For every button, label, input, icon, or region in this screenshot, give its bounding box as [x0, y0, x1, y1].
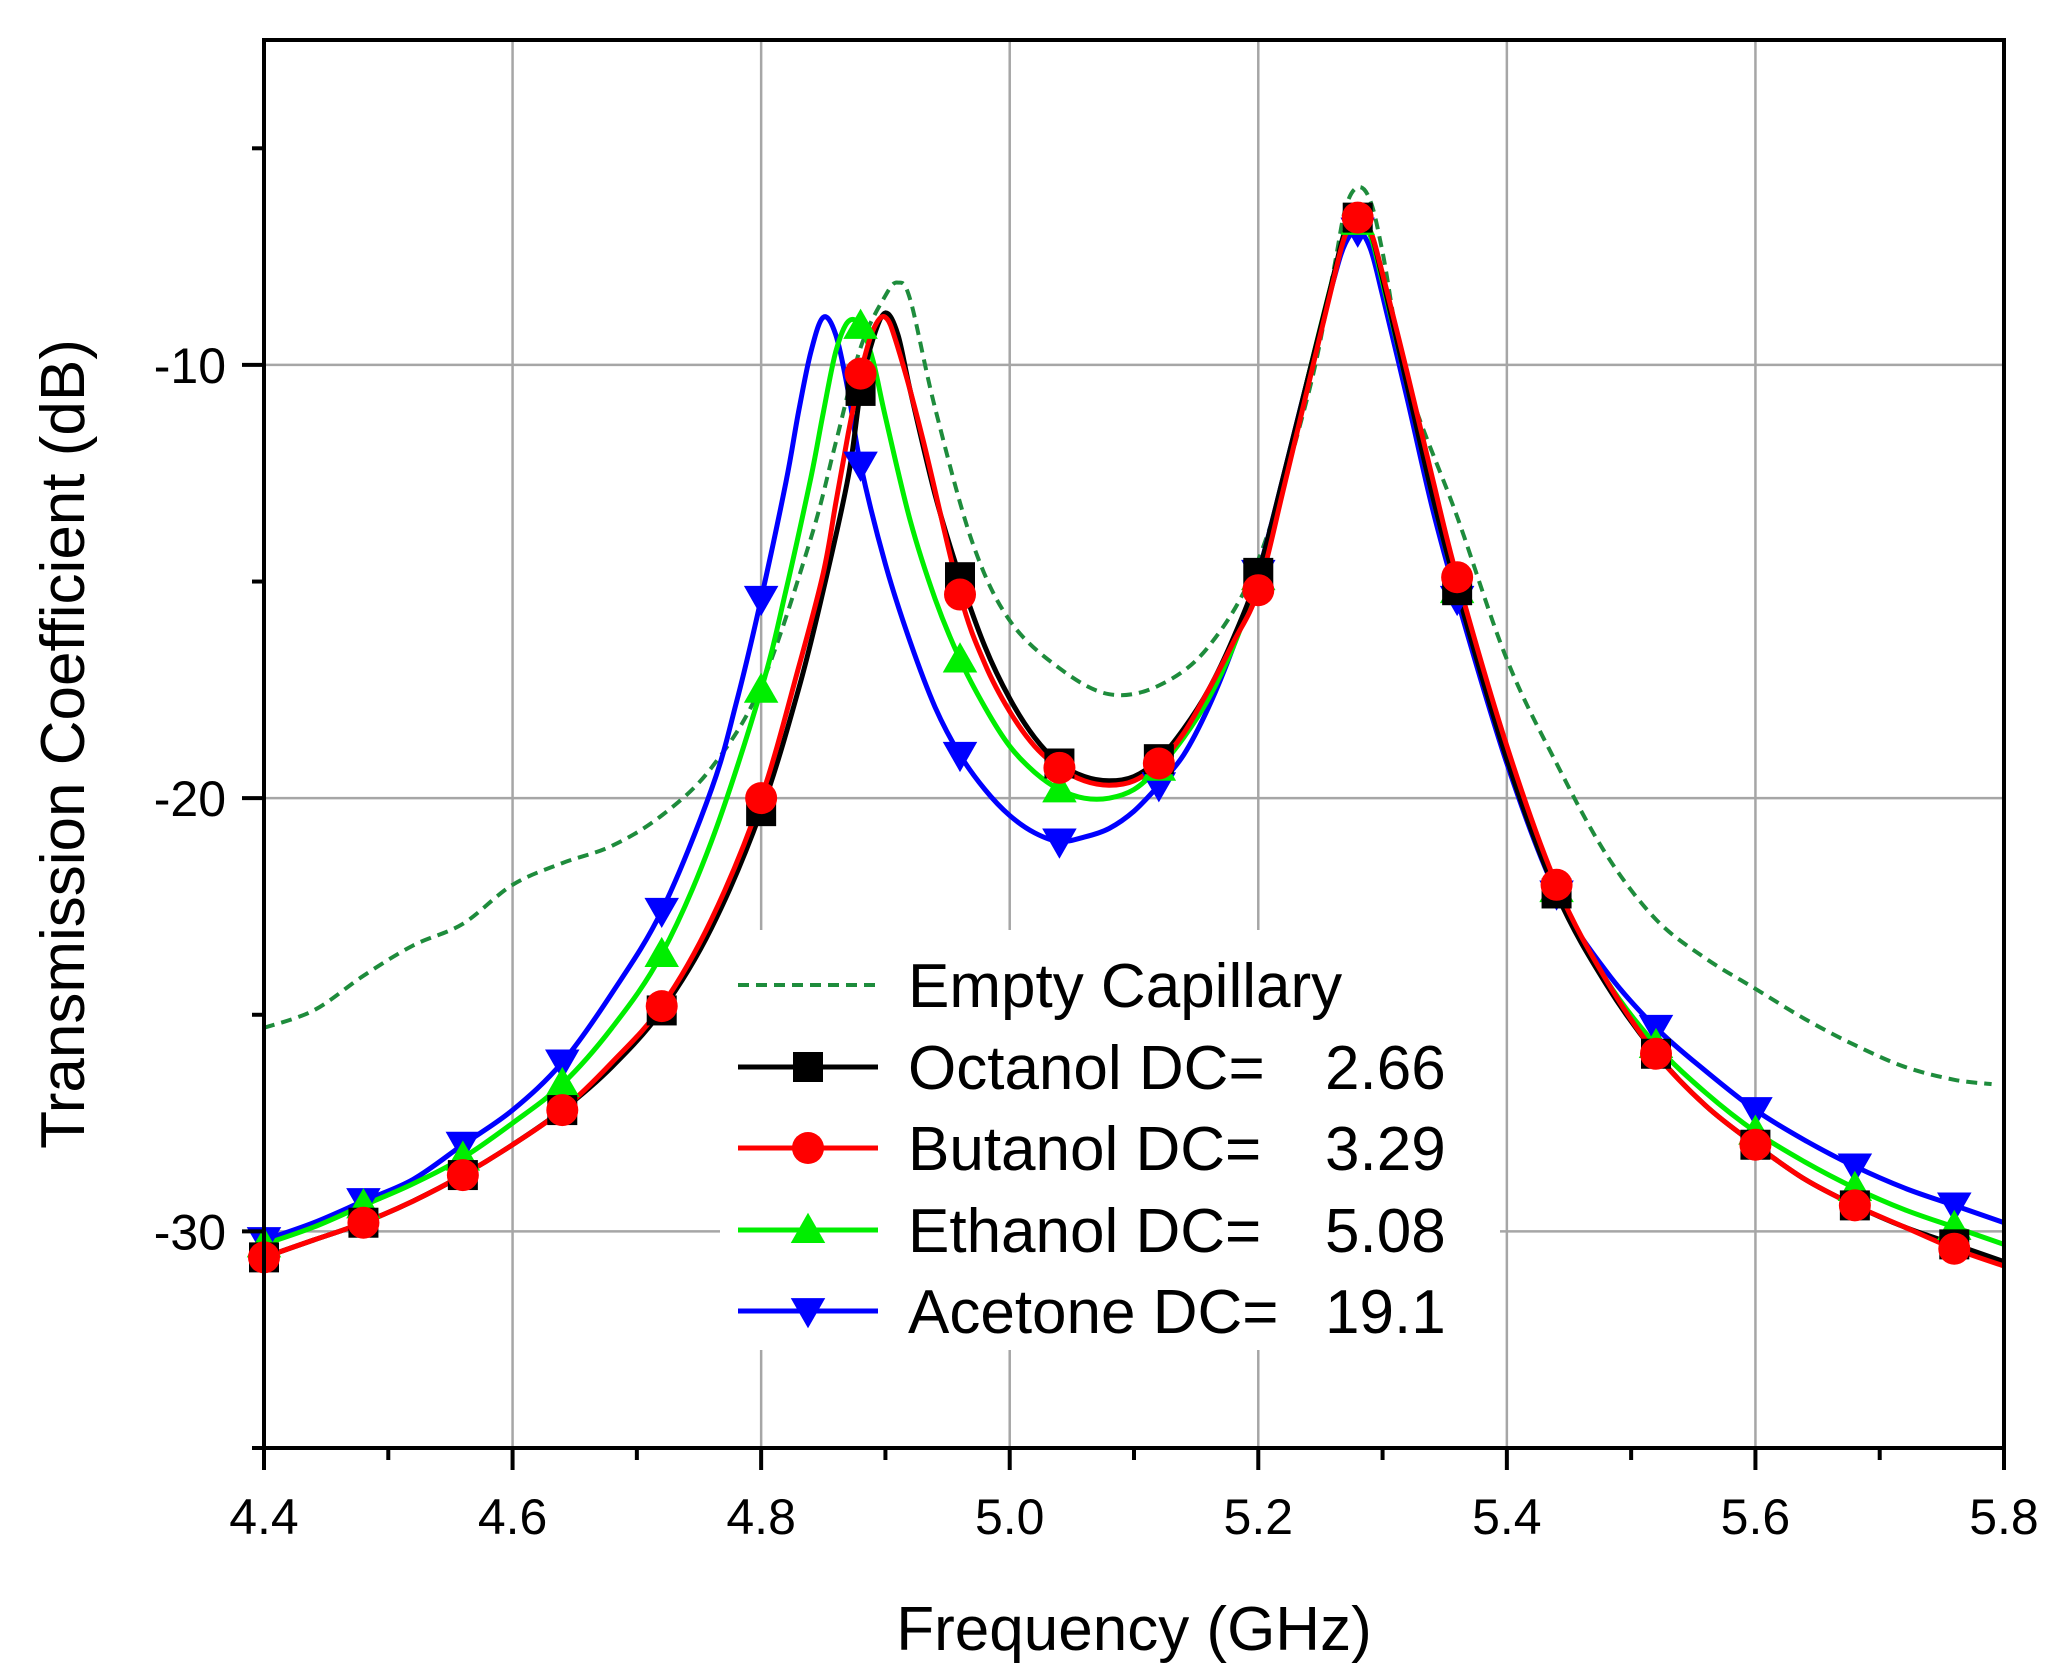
x-axis-label: Frequency (GHz) — [896, 1595, 1371, 1664]
acetone-data-point — [545, 1049, 580, 1080]
legend-marker-acetone — [790, 1298, 826, 1329]
butanol-data-point — [745, 782, 778, 815]
legend-label-ethanol: Ethanol DC= — [908, 1197, 1261, 1266]
butanol-data-point — [1242, 574, 1275, 607]
ethanol-data-point — [1042, 772, 1077, 803]
axis-tick-labels: 4.4 4.6 4.8 5.0 5.2 5.4 5.6 5.8 -10 -20 -30 — [154, 338, 2039, 1545]
legend-item-acetone: Acetone DC= 19.1 — [738, 1278, 1446, 1347]
legend-dc-value-octanol: 2.66 — [1325, 1034, 1446, 1103]
legend-dc-value-ethanol: 5.08 — [1325, 1197, 1446, 1266]
butanol-data-point — [1043, 751, 1076, 784]
butanol-data-point — [1341, 201, 1374, 234]
legend-label-acetone: Acetone DC= — [908, 1278, 1279, 1347]
legend-marker-ethanol — [790, 1212, 826, 1243]
butanol-data-point — [446, 1159, 479, 1192]
acetone-data-point — [843, 451, 878, 482]
legend-label-empty-capillary: Empty Capillary — [908, 952, 1342, 1021]
x-tick-label: 5.6 — [1721, 1489, 1791, 1545]
butanol-data-point — [1540, 868, 1573, 901]
legend-marker-octanol — [793, 1052, 823, 1082]
ethanol-data-point — [545, 1066, 580, 1098]
x-tick-label: 4.4 — [229, 1489, 299, 1545]
acetone-data-point — [1937, 1192, 1972, 1223]
x-tick-label: 4.6 — [478, 1489, 548, 1545]
ethanol-data-point — [743, 672, 779, 703]
legend-marker-butanol — [792, 1132, 824, 1164]
butanol-data-point — [645, 990, 678, 1023]
empty-capillary-series-line — [264, 185, 1992, 1087]
y-axis-label: Transmission Coefficient (dB) — [29, 339, 98, 1149]
x-tick-label: 5.2 — [1224, 1489, 1294, 1545]
x-tick-label: 4.8 — [726, 1489, 796, 1545]
butanol-data-point — [844, 357, 877, 390]
ethanol-data-point — [644, 936, 679, 968]
butanol-data-point — [546, 1094, 579, 1127]
acetone-data-point — [1738, 1097, 1773, 1128]
legend-item-empty-capillary: Empty Capillary — [738, 952, 1342, 1021]
x-tick-label: 5.0 — [975, 1489, 1045, 1545]
ethanol-data-point — [942, 642, 978, 673]
butanol-data-point — [347, 1206, 380, 1239]
butanol-data-point — [1640, 1037, 1672, 1070]
legend-label-butanol: Butanol DC= — [908, 1115, 1261, 1184]
legend: Empty Capillary Octanol DC= 2.66 Butanol DC… — [720, 930, 1500, 1350]
legend-dc-value-acetone: 19.1 — [1325, 1278, 1446, 1347]
acetone-data-point — [1837, 1153, 1873, 1184]
butanol-data-point — [1739, 1128, 1772, 1161]
legend-label-octanol: Octanol DC= — [908, 1034, 1265, 1103]
acetone-data-point — [644, 897, 679, 929]
acetone-data-point — [1042, 828, 1077, 859]
y-tick-label: -20 — [154, 771, 226, 827]
acetone-data-point — [743, 585, 779, 617]
legend-item-ethanol: Ethanol DC= 5.08 — [738, 1197, 1446, 1266]
legend-dc-value-butanol: 3.29 — [1325, 1115, 1446, 1184]
axis-ticks — [242, 146, 2006, 1470]
acetone-data-point — [942, 741, 978, 773]
y-tick-label: -30 — [154, 1204, 226, 1260]
butanol-data-point — [944, 578, 976, 611]
x-tick-label: 5.8 — [1969, 1489, 2039, 1545]
butanol-data-point — [1938, 1232, 1971, 1265]
legend-item-octanol: Octanol DC= 2.66 — [738, 1034, 1446, 1103]
legend-background — [720, 930, 1500, 1350]
butanol-data-point — [1838, 1189, 1871, 1222]
x-tick-label: 5.4 — [1472, 1489, 1542, 1545]
legend-item-butanol: Butanol DC= 3.29 — [738, 1115, 1446, 1184]
butanol-data-point — [1142, 747, 1175, 780]
ethanol-data-point — [843, 308, 878, 339]
y-tick-label: -10 — [154, 338, 226, 394]
butanol-data-point — [1441, 561, 1474, 594]
